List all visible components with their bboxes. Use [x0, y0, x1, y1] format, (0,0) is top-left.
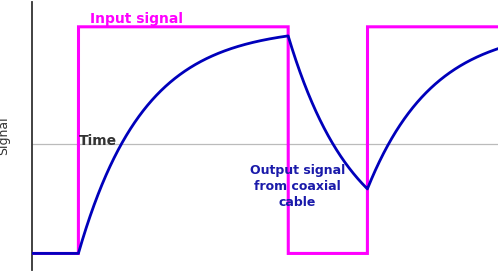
Text: Output signal
from coaxial
cable: Output signal from coaxial cable: [250, 164, 345, 209]
Text: Signal: Signal: [0, 117, 10, 155]
Text: Input signal: Input signal: [90, 12, 183, 26]
Text: Time: Time: [80, 134, 118, 148]
